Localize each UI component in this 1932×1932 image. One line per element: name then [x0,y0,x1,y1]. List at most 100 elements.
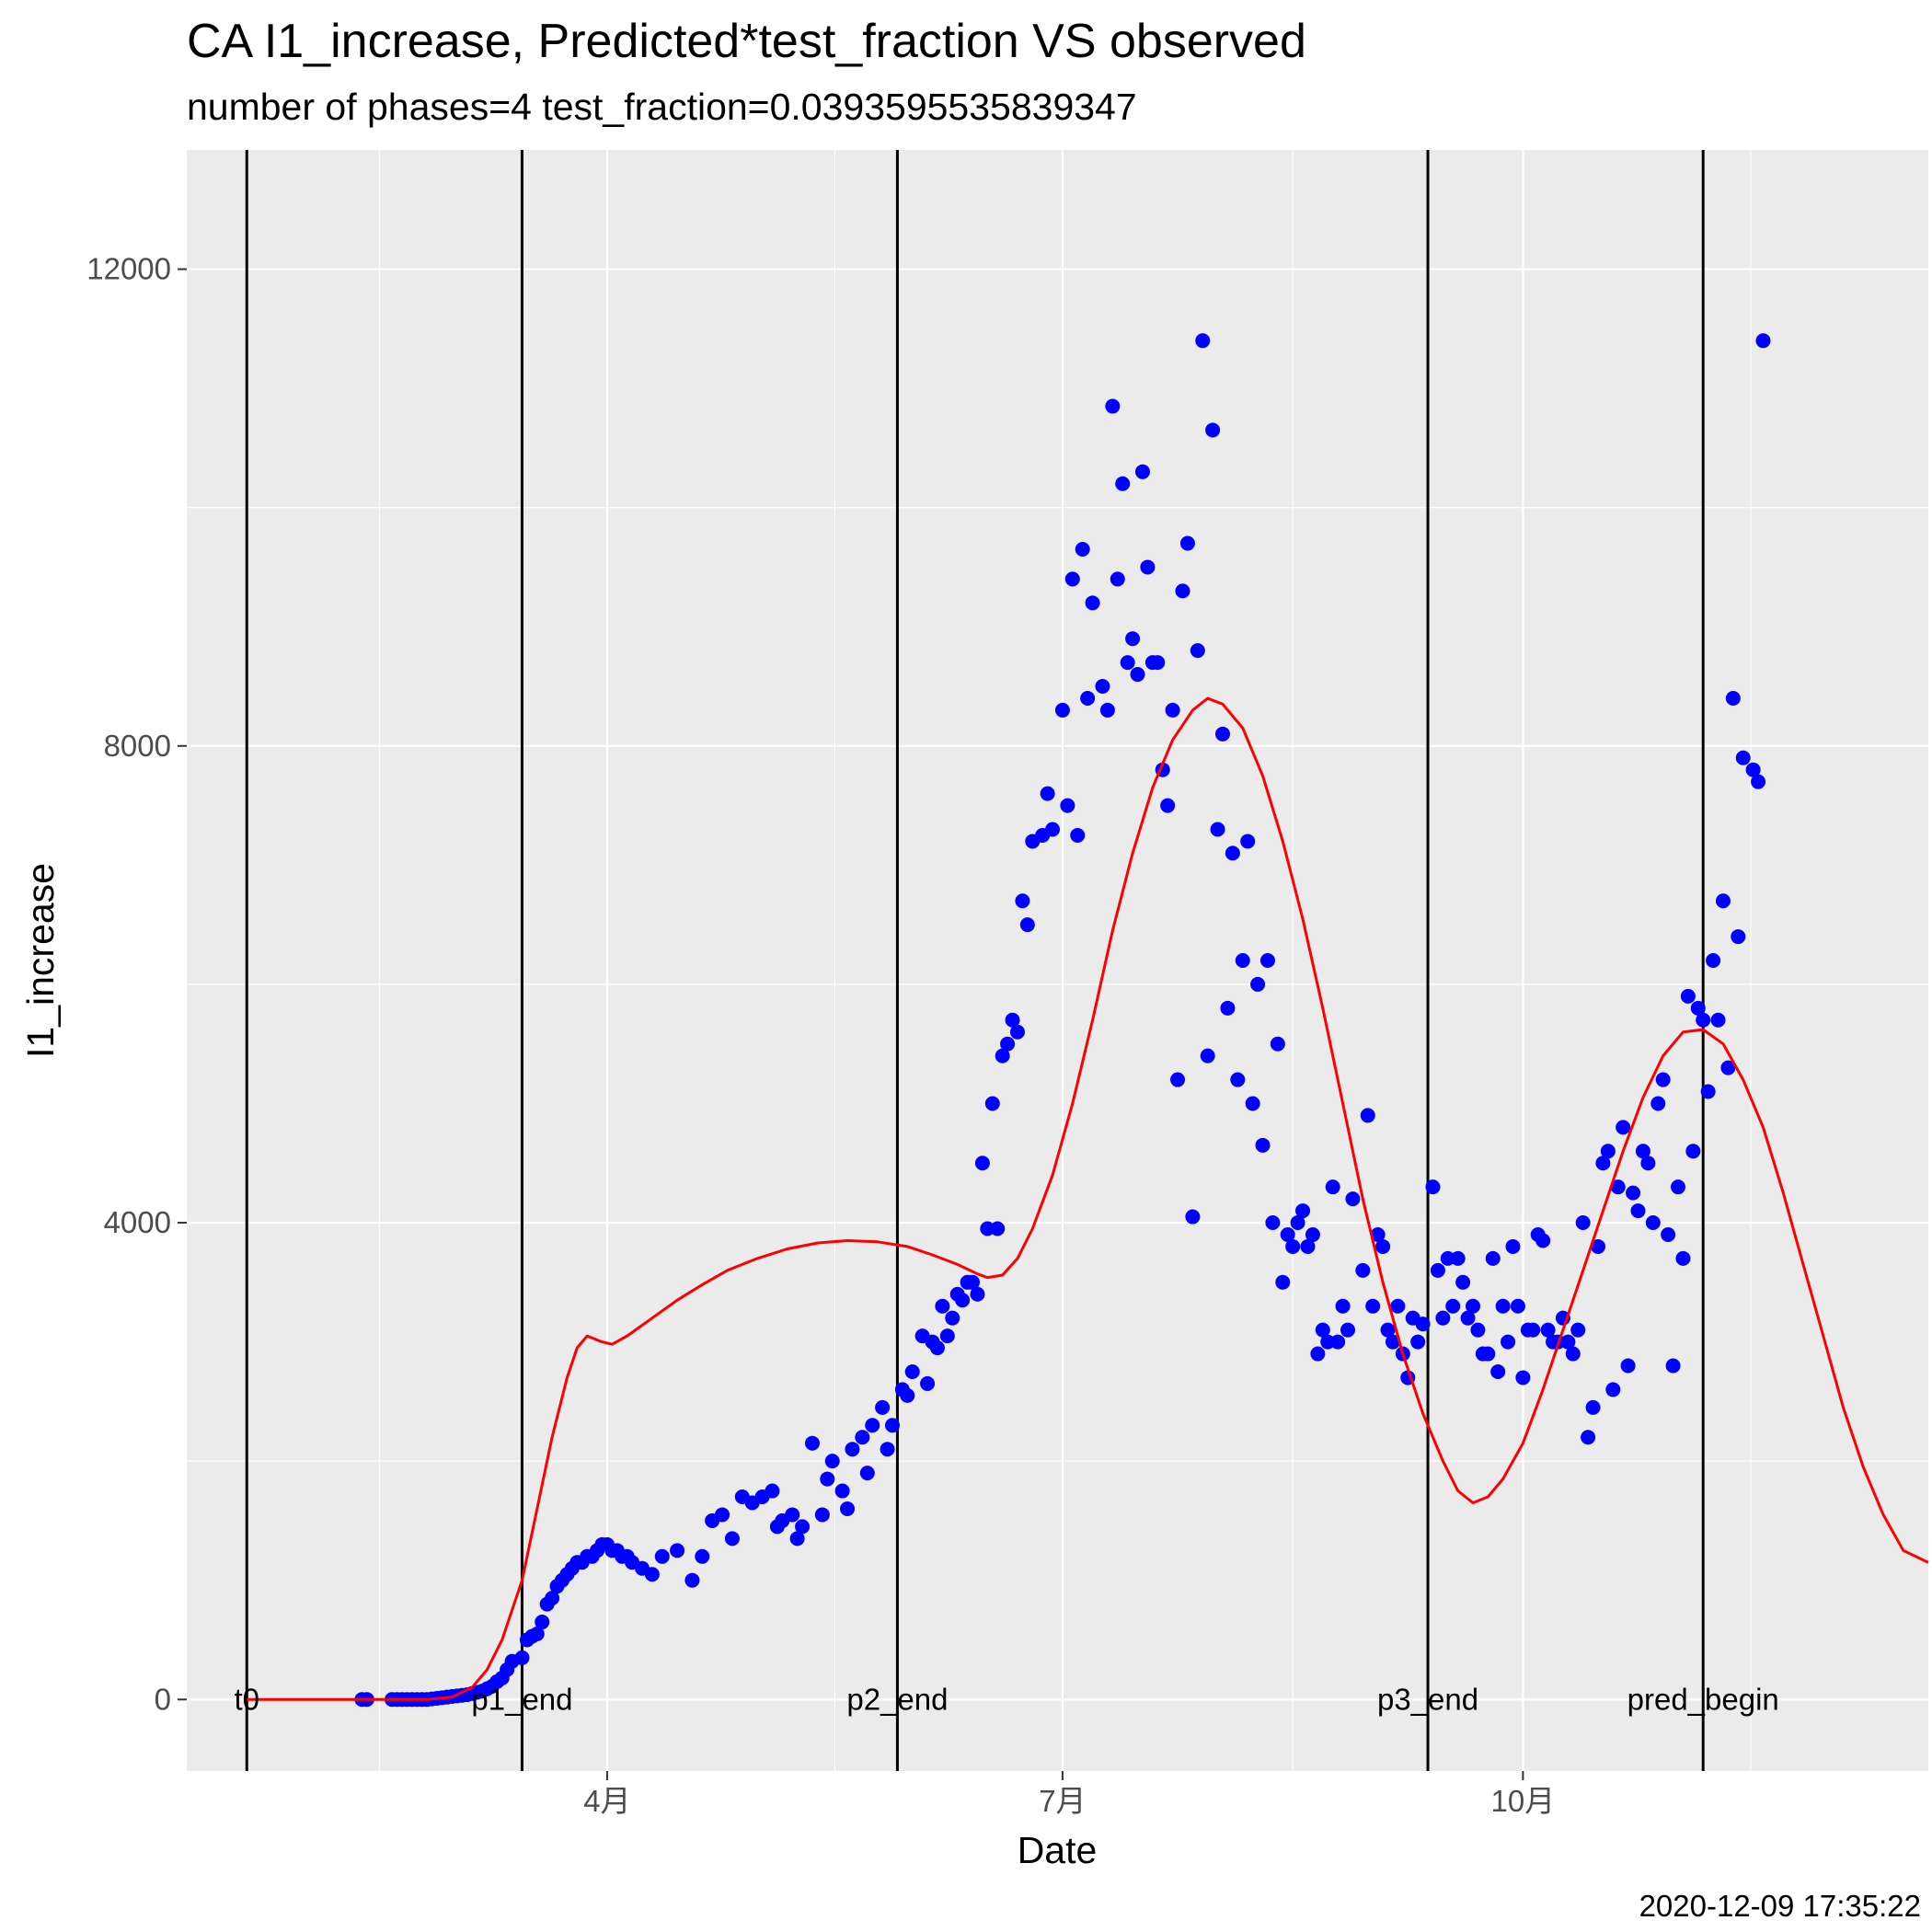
observed-point [1661,1226,1676,1242]
observed-point [1210,822,1225,837]
observed-point [1099,702,1115,718]
observed-point [1385,1334,1400,1350]
observed-point [1335,1298,1351,1314]
observed-point [1630,1203,1646,1219]
observed-point [1735,750,1751,765]
observed-point [1530,1226,1546,1242]
observed-points [354,333,1771,1708]
observed-point [1540,1322,1556,1338]
observed-point [1685,1144,1701,1159]
observed-point [1340,1322,1355,1338]
observed-point [900,1387,915,1403]
observed-point [1225,845,1240,861]
observed-point [1600,1144,1616,1159]
observed-point [724,1531,740,1547]
observed-point [1070,827,1086,843]
observed-point [1690,1000,1706,1016]
observed-point [1360,1108,1375,1123]
phase-labels: t0 p1_end p2_end p3_end pred_begin [235,1682,1779,1716]
observed-point [1285,1238,1301,1254]
observed-point [1490,1363,1506,1379]
observed-point [1610,1179,1626,1195]
observed-point [1575,1215,1591,1231]
y-tick-label: 8000 [104,729,171,763]
observed-point [1165,702,1180,718]
observed-point [1380,1322,1396,1338]
observed-point [695,1548,710,1564]
observed-point [1675,1250,1691,1266]
observed-point [1410,1334,1426,1350]
observed-point [1170,1072,1186,1087]
observed-point [1620,1358,1636,1374]
observed-point [1134,464,1150,479]
observed-point [654,1548,670,1564]
observed-point [644,1567,660,1582]
observed-point [1220,1000,1236,1016]
observed-point [1105,398,1121,414]
y-tick-label: 12000 [86,252,171,286]
observed-point [1745,762,1761,777]
x-tick-label: 10月 [1491,1784,1556,1818]
observed-point [1215,726,1231,742]
observed-point [875,1399,891,1415]
observed-point [1671,1179,1686,1195]
observed-point [1130,667,1145,683]
observed-point [920,1375,936,1391]
observed-point [1570,1322,1586,1338]
phase-lines [245,150,1705,1771]
observed-point [1275,1274,1291,1290]
observed-point [1075,542,1090,558]
observed-point [1200,1048,1215,1064]
predicted-line [247,696,1929,1701]
observed-point [1700,1084,1716,1099]
y-axis-title: I1_increase [19,863,62,1058]
observed-point [1680,988,1696,1004]
observed-point [935,1298,950,1314]
x-axis-ticks: 4月 7月 10月 [583,1771,1555,1818]
x-tick-label: 7月 [1039,1784,1086,1818]
observed-point [1115,476,1131,491]
observed-point [1751,774,1766,789]
observed-point [1015,893,1030,909]
observed-point [1290,1215,1305,1231]
observed-point [990,1221,1006,1236]
observed-point [1305,1226,1320,1242]
observed-point [1040,786,1055,801]
observed-point [1019,917,1035,933]
observed-point [1270,1036,1285,1052]
observed-point [1665,1358,1681,1374]
observed-point [1355,1262,1371,1278]
observed-point [1205,422,1221,438]
observed-point [1325,1179,1340,1195]
observed-point [1435,1310,1451,1326]
observed-point [769,1519,785,1535]
plot-panel [187,150,1928,1771]
observed-point [1265,1215,1281,1231]
observed-point [789,1531,805,1547]
observed-point [995,1048,1010,1064]
observed-point [1725,690,1741,706]
observed-point [1590,1238,1605,1254]
phase-label: p2_end [846,1682,948,1716]
observed-point [814,1507,830,1523]
observed-point [1460,1310,1476,1326]
observed-point [529,1627,545,1642]
timestamp-caption: 2020-12-09 17:35:22 [1639,1889,1921,1923]
observed-point [1345,1191,1361,1207]
y-axis-ticks: 0 4000 8000 12000 [86,252,187,1716]
observed-point [1175,583,1190,599]
observed-point [1375,1238,1391,1254]
chart-title: CA I1_increase, Predicted*test_fraction … [187,15,1306,68]
y-tick-label: 0 [155,1682,171,1716]
observed-point [1365,1298,1381,1314]
observed-point [1696,1012,1711,1028]
observed-point [1720,1060,1736,1075]
observed-point [1706,953,1721,968]
observed-point [1295,1203,1311,1219]
observed-point [1390,1298,1406,1314]
observed-point [1501,1334,1516,1350]
phase-label: pred_begin [1627,1682,1779,1716]
observed-point [1510,1298,1525,1314]
observed-point [1370,1226,1386,1242]
observed-point [865,1418,880,1433]
